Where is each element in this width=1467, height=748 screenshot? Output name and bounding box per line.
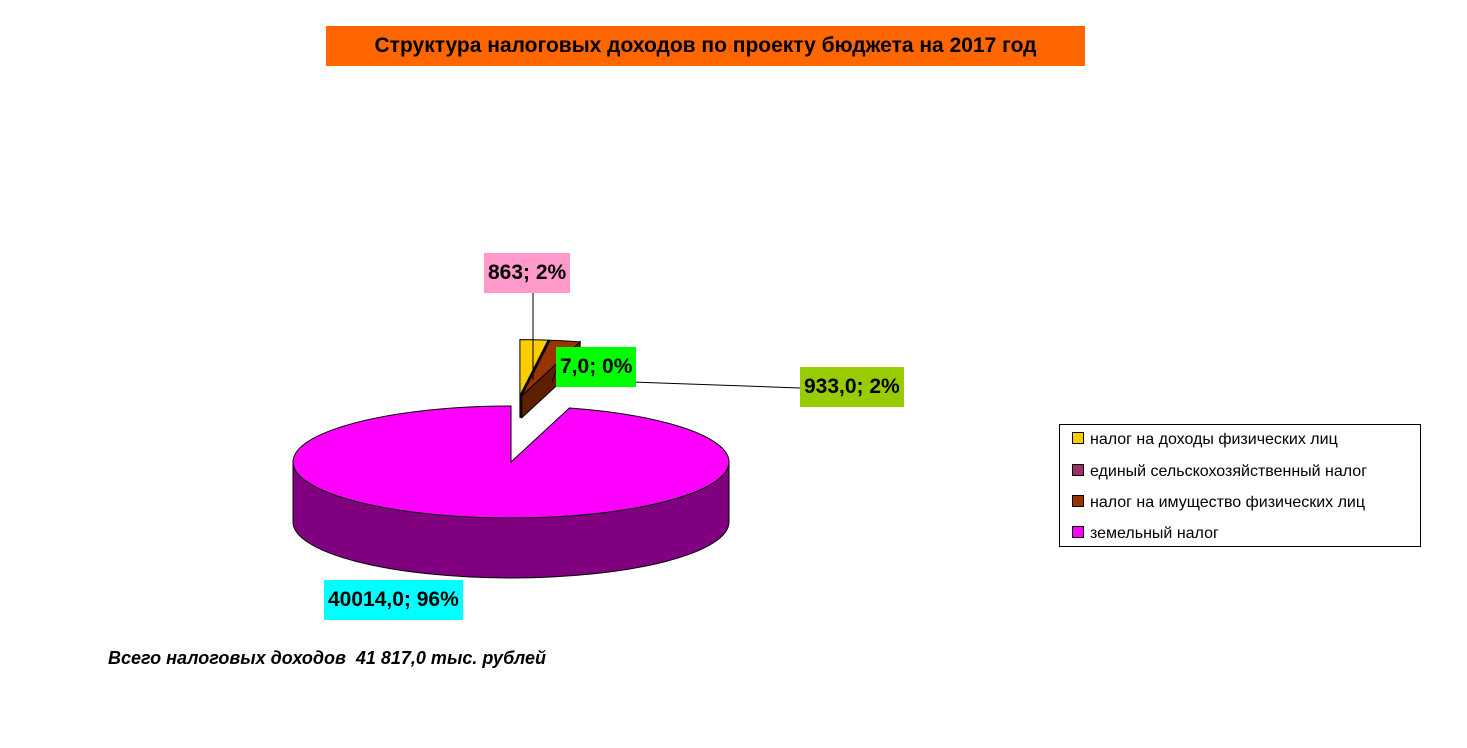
legend-label: земельный налог (1090, 525, 1219, 542)
data-label-ndfl: 863; 2% (484, 253, 571, 293)
legend-label: налог на доходы физических лиц (1090, 431, 1338, 448)
data-label-land-tax: 40014,0; 96% (324, 580, 463, 620)
data-label-eshn: 7,0; 0% (556, 347, 637, 387)
legend-item: налог на доходы физических лиц (1072, 430, 1338, 450)
legend-item: налог на имущество физических лиц (1072, 493, 1365, 513)
chart-legend: налог на доходы физических лиц единый се… (1059, 424, 1421, 547)
legend-swatch (1072, 494, 1084, 507)
legend-swatch (1072, 431, 1084, 444)
total-footnote: Всего налоговых доходов 41 817,0 тыс. ру… (108, 648, 546, 668)
pie-slice (519, 339, 549, 396)
chart-title: Структура налоговых доходов по проекту б… (326, 26, 1085, 66)
legend-label: единый сельскохозяйственный налог (1090, 463, 1368, 480)
legend-label: налог на имущество физических лиц (1090, 494, 1366, 511)
legend-item: земельный налог (1072, 524, 1219, 544)
legend-swatch (1072, 463, 1084, 476)
pie-slice (520, 339, 551, 396)
data-label-property-tax: 933,0; 2% (800, 367, 904, 407)
legend-item: единый сельскохозяйственный налог (1072, 462, 1367, 482)
pie-slice (292, 405, 730, 519)
legend-swatch (1072, 525, 1084, 538)
